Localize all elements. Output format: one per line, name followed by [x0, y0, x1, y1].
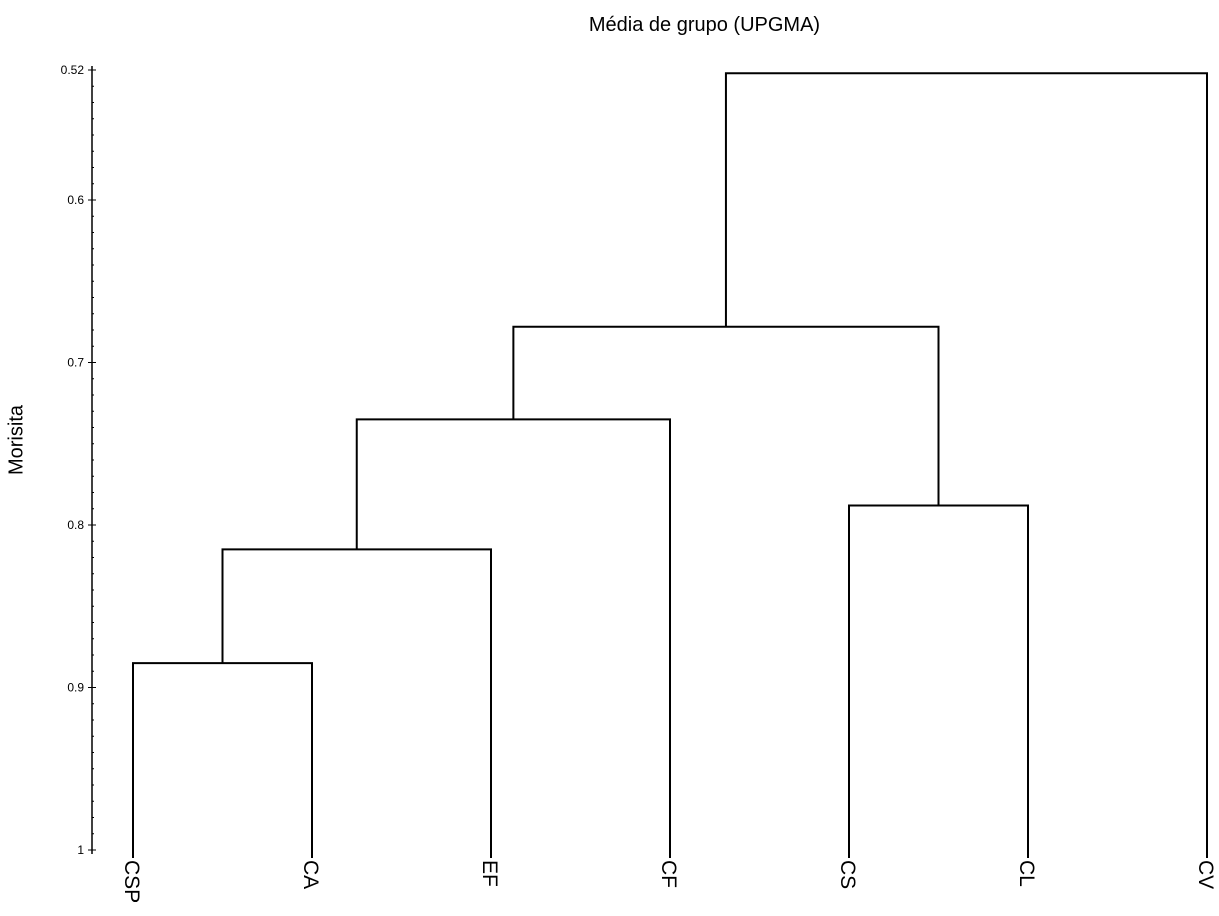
y-tick-label: 0.9	[67, 681, 84, 695]
leaf-label: CSP	[120, 860, 143, 903]
y-tick-label: 0.6	[67, 193, 84, 207]
chart-title: Média de grupo (UPGMA)	[588, 14, 821, 36]
dendrogram-link	[512, 325, 940, 506]
leaf-label: CF	[657, 860, 680, 888]
y-axis: 0.52 0.6 0.7 0.8 0.9 1	[61, 63, 96, 857]
y-tick-label: 0.8	[67, 518, 84, 532]
leaf-label: CL	[1015, 860, 1038, 887]
dendrogram-link	[724, 72, 1208, 858]
y-tick-label: 0.52	[61, 63, 85, 77]
dendrogram-links	[132, 72, 1208, 858]
leaf-labels: CSP CA EF CF CS CL CV	[120, 860, 1217, 903]
dendrogram-link	[848, 504, 1029, 858]
dendrogram-link	[132, 662, 313, 858]
leaf-label: CV	[1194, 860, 1217, 889]
dendrogram-link	[221, 548, 492, 858]
leaf-label: EF	[478, 860, 501, 887]
y-tick-label: 0.7	[67, 356, 84, 370]
leaf-label: CS	[836, 860, 859, 889]
dendrogram-link	[355, 418, 671, 858]
y-tick-label: 1	[77, 843, 84, 857]
leaf-label: CA	[299, 860, 322, 889]
